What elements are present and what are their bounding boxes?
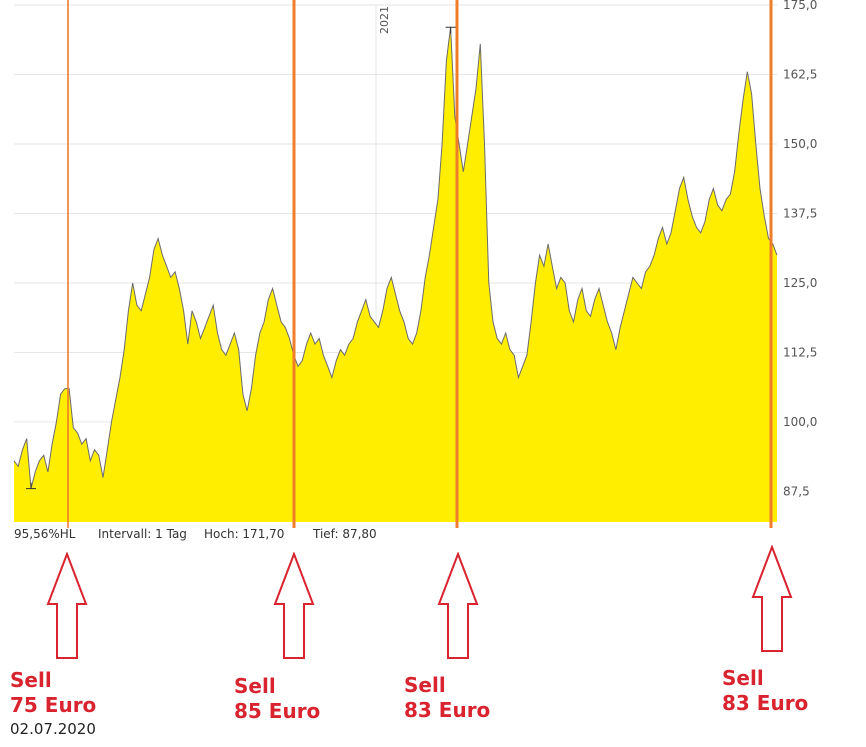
stat-low: Tief: 87,80 (313, 527, 377, 541)
sell-note-4-title: Sell (722, 666, 764, 690)
y-tick-label: 137,5 (783, 206, 817, 220)
sell-note-4: Sell 83 Euro (722, 666, 808, 716)
sell-note-1: Sell 75 Euro (10, 668, 96, 718)
sell-note-2-title: Sell (234, 674, 276, 698)
y-tick-label: 87,5 (783, 484, 810, 498)
price-line (13, 27, 778, 489)
y-tick-label: 100,0 (783, 415, 817, 429)
sell-note-1-title: Sell (10, 668, 52, 692)
y-tick-label: 175,0 (783, 0, 817, 12)
y-tick-label: 162,5 (783, 67, 817, 81)
stat-interval: Intervall: 1 Tag (98, 527, 187, 541)
date-label: 02.07.2020 (10, 720, 96, 738)
sell-note-1-price: 75 Euro (10, 693, 97, 717)
y-tick-label: 112,5 (783, 345, 817, 359)
y-axis-ticks: 175,0 162,5 150,0 137,5 125,0 112,5 100,0 87,5 (783, 0, 817, 498)
stat-hl: 95,56%HL (14, 527, 76, 541)
sell-note-3-price: 83 Euro (404, 698, 491, 722)
sell-marker-lines (67, 0, 773, 528)
sell-arrow-2-icon (273, 552, 315, 659)
sell-arrow-4-icon (751, 545, 793, 652)
sell-note-3: Sell 83 Euro (404, 673, 490, 723)
sell-note-3-title: Sell (404, 673, 446, 697)
sell-arrow-1-icon (46, 552, 88, 659)
high-marker (445, 26, 456, 34)
y-tick-label: 125,0 (783, 276, 817, 290)
sell-note-4-price: 83 Euro (722, 691, 809, 715)
year-label: 2021 (378, 6, 391, 34)
sell-arrow-3-icon (437, 552, 479, 659)
sell-note-2-price: 85 Euro (234, 699, 321, 723)
price-area (14, 27, 777, 522)
extreme-markers (25, 26, 456, 490)
low-marker (25, 482, 36, 490)
y-tick-label: 150,0 (783, 137, 817, 151)
stat-high: Hoch: 171,70 (204, 527, 285, 541)
price-chart: 175,0162,5150,0137,5125,0112,5100,087,5 … (13, 0, 817, 528)
sell-note-2: Sell 85 Euro (234, 674, 320, 724)
